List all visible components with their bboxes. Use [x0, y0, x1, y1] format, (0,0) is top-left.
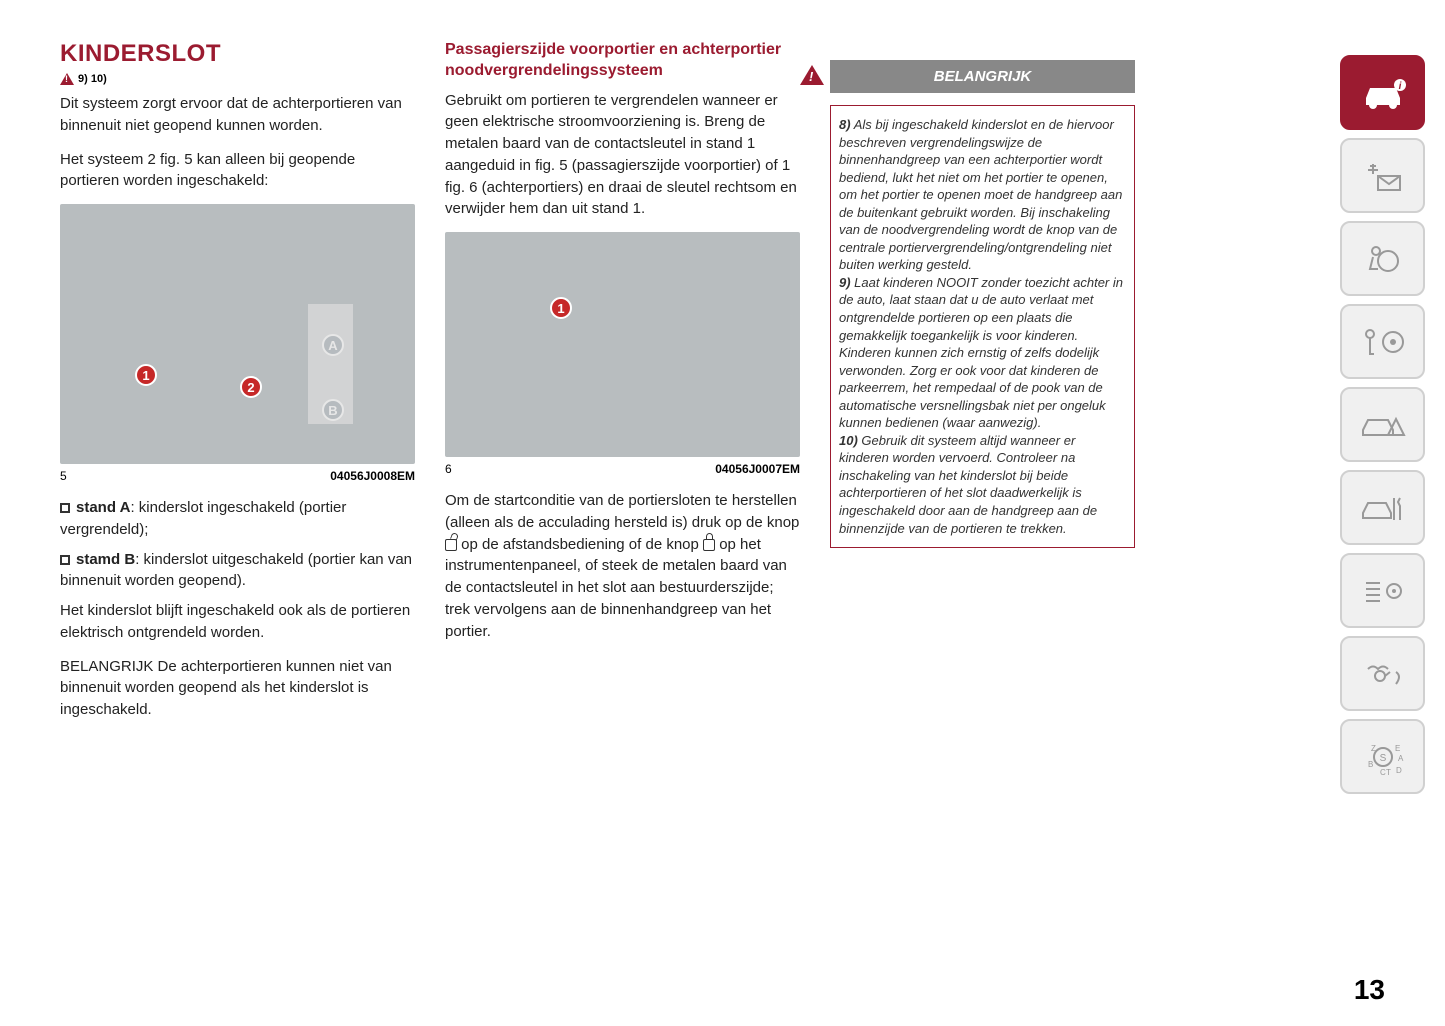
unlock-icon	[445, 539, 457, 551]
compass-icon: SZEBACDT	[1358, 737, 1408, 777]
paragraph: Dit systeem zorgt ervoor dat de achterpo…	[60, 93, 415, 137]
column-1: KINDERSLOT 9) 10) Dit systeem zorgt ervo…	[60, 40, 415, 733]
svg-text:T: T	[1386, 768, 1391, 777]
important-label: BELANGRIJK	[934, 68, 1032, 85]
tab-media[interactable]	[1340, 636, 1425, 711]
paragraph: BELANGRIJK De achterportieren kunnen nie…	[60, 656, 415, 721]
svg-text:D: D	[1396, 766, 1402, 775]
figure-caption: 6 04056J0007EM	[445, 462, 800, 476]
warning-icon	[60, 73, 74, 85]
tab-keys[interactable]	[1340, 304, 1425, 379]
key-wheel-icon	[1358, 322, 1408, 362]
bullet-label: stand A	[76, 499, 130, 516]
figure-code: 04056J0008EM	[330, 469, 415, 483]
text-part: op de afstandsbediening of de knop	[457, 536, 703, 553]
car-hazard-icon	[1358, 405, 1408, 445]
svg-text:S: S	[1379, 753, 1386, 764]
light-envelope-icon	[1358, 156, 1408, 196]
car-info-icon: i	[1358, 73, 1408, 113]
media-location-icon	[1358, 654, 1408, 694]
figure-detail-strip	[308, 304, 353, 424]
tab-compass[interactable]: SZEBACDT	[1340, 719, 1425, 794]
paragraph: Gebruikt om portieren te vergrendelen wa…	[445, 90, 800, 221]
lock-icon	[703, 539, 715, 551]
tab-lights[interactable]	[1340, 138, 1425, 213]
important-header: BELANGRIJK	[830, 60, 1135, 93]
page-number: 13	[1354, 974, 1385, 1006]
list-gear-icon	[1358, 571, 1408, 611]
bullet-icon	[60, 555, 70, 565]
section-title: KINDERSLOT	[60, 40, 415, 68]
text-part: Om de startconditie van de portiersloten…	[445, 492, 799, 531]
note-number: 10)	[839, 433, 858, 448]
bullet-icon	[60, 503, 70, 513]
figure-6: 1	[445, 232, 800, 457]
note-text: Gebruik dit systeem altijd wanneer er ki…	[839, 433, 1097, 536]
bullet-item: stamd B: kinderslot uitgeschakeld (porti…	[60, 549, 415, 593]
callout-2: 2	[240, 376, 262, 398]
note-number: 8)	[839, 117, 851, 132]
callout-1: 1	[550, 297, 572, 319]
paragraph: Het kinderslot blijft ingeschakeld ook a…	[60, 600, 415, 644]
paragraph: Het systeem 2 fig. 5 kan alleen bij geop…	[60, 149, 415, 193]
tab-hazard[interactable]	[1340, 387, 1425, 462]
sidebar-tabs: i SZEBACDT	[1340, 55, 1425, 794]
column-3: BELANGRIJK 8) Als bij ingeschakeld kinde…	[830, 40, 1135, 733]
car-wrench-icon	[1358, 488, 1408, 528]
figure-caption: 5 04056J0008EM	[60, 469, 415, 483]
bullet-label: stamd B	[76, 551, 135, 568]
note-text: Als bij ingeschakeld kinderslot en de hi…	[839, 117, 1122, 272]
svg-text:A: A	[1398, 754, 1404, 763]
svg-text:B: B	[1368, 760, 1373, 769]
note-number: 9)	[839, 275, 851, 290]
subsection-title: Passagierszijde voorportier en achterpor…	[445, 40, 800, 82]
bullet-item: stand A: kinderslot ingeschakeld (portie…	[60, 497, 415, 541]
important-box: 8) Als bij ingeschakeld kinderslot en de…	[830, 105, 1135, 548]
figure-number: 6	[445, 462, 452, 476]
svg-text:i: i	[1398, 81, 1401, 92]
tab-airbag[interactable]	[1340, 221, 1425, 296]
tab-vehicle-info[interactable]: i	[1340, 55, 1425, 130]
svg-text:E: E	[1395, 744, 1400, 753]
column-2: Passagierszijde voorportier en achterpor…	[445, 40, 800, 733]
figure-code: 04056J0007EM	[715, 462, 800, 476]
warning-references: 9) 10)	[60, 73, 415, 85]
figure-number: 5	[60, 469, 67, 483]
tab-settings[interactable]	[1340, 553, 1425, 628]
airbag-icon	[1358, 239, 1408, 279]
callout-1: 1	[135, 364, 157, 386]
note-text: Laat kinderen NOOIT zonder toezicht acht…	[839, 275, 1123, 430]
figure-5: 1 2 A B	[60, 204, 415, 464]
tab-service[interactable]	[1340, 470, 1425, 545]
warning-triangle	[800, 65, 824, 89]
svg-text:Z: Z	[1371, 744, 1376, 753]
paragraph: Om de startconditie van de portiersloten…	[445, 490, 800, 642]
refs-text: 9) 10)	[78, 73, 107, 85]
